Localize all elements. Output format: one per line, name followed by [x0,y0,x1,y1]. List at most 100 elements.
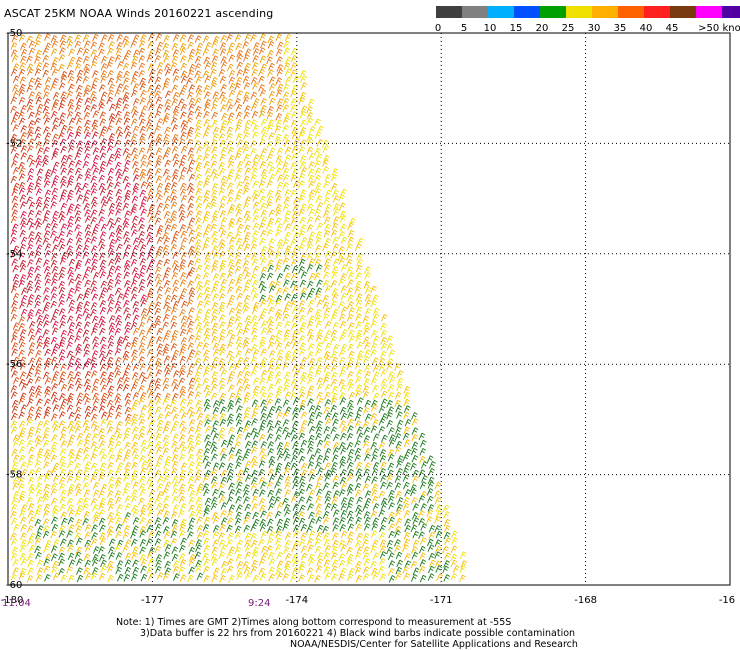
wind-barb [237,469,244,478]
wind-barb [229,334,236,342]
wind-barb [34,68,42,76]
wind-barb [306,112,314,120]
wind-barb [146,194,154,203]
wind-barb [178,377,186,386]
wind-barb [283,264,291,273]
wind-barb [43,196,51,205]
wind-barb [28,488,36,497]
wind-barb [260,406,268,414]
wind-barb [370,377,378,386]
wind-barb [370,510,378,519]
wind-barb [155,554,163,562]
wind-barb [354,413,362,422]
wind-barb [50,376,58,384]
wind-barb [91,315,99,324]
wind-barb [300,462,308,471]
wind-barb [306,320,314,329]
wind-barb [52,560,59,569]
wind-barb [163,258,171,267]
wind-barb [428,559,436,568]
wind-barb [130,321,138,330]
wind-barb [219,91,226,100]
wind-barb [84,209,91,217]
wind-barb [363,558,371,566]
wind-barb [156,572,164,580]
wind-barb [324,189,332,198]
wind-barb [235,301,243,310]
wind-barb [123,280,131,288]
wind-barb [228,316,235,324]
wind-barb [42,216,49,224]
wind-barb [20,145,28,153]
wind-barb [339,524,347,532]
wind-barb [171,42,179,51]
wind-barb [388,489,395,498]
wind-barb [236,476,243,484]
wind-barb [460,560,468,568]
wind-barb [122,335,130,344]
wind-barb [266,518,274,527]
wind-barb [156,413,164,421]
wind-barb [139,488,147,496]
wind-barb [251,167,259,176]
wind-barb [316,391,323,400]
wind-barb [380,378,388,387]
wind-barb [242,327,250,336]
wind-barb [316,383,324,391]
wind-barb [187,187,195,196]
wind-barb [155,190,162,198]
wind-barb [98,434,106,442]
wind-barb [18,495,25,504]
wind-barb [266,419,274,428]
wind-barb [356,397,364,405]
wind-barb [283,565,291,573]
wind-barb [83,343,91,352]
wind-barb [355,461,363,470]
wind-barb [346,503,353,511]
wind-barb [26,460,34,469]
wind-barb [363,378,371,386]
wind-barb [75,187,83,195]
wind-barb [139,475,146,484]
wind-barb [180,131,187,140]
wind-barb [234,362,241,371]
wind-barb [76,497,84,506]
wind-barb [138,112,146,120]
wind-barb [299,126,307,135]
wind-barb [162,203,170,212]
wind-barb [58,349,66,357]
wind-barb [98,405,106,413]
wind-barb [83,202,91,211]
wind-barb [228,447,236,455]
wind-barb [250,523,257,532]
wind-barb [180,315,188,323]
wind-barb [332,418,339,427]
wind-barb [324,174,332,182]
wind-barb [332,243,340,251]
wind-barb [130,40,137,48]
wind-barb [164,560,171,569]
wind-barb [314,188,322,196]
wind-barb [108,434,116,443]
wind-barb [84,405,92,414]
wind-barb [67,544,74,553]
wind-barb [131,267,139,275]
wind-barb [195,203,203,211]
wind-barb [251,495,259,504]
wind-barb [228,504,236,512]
wind-barb [354,454,361,462]
wind-barb [252,131,259,139]
wind-barb [146,174,154,182]
wind-barb [251,189,259,198]
wind-barb [434,539,442,547]
wind-barb [307,168,315,176]
wind-barb [75,273,82,282]
wind-barb [268,350,276,358]
wind-barb [347,343,355,352]
wind-barb [163,133,170,142]
wind-barb [162,503,169,511]
wind-barb [194,475,202,484]
wind-barb [252,362,260,371]
wind-barb [260,320,268,328]
wind-barb [274,496,281,504]
